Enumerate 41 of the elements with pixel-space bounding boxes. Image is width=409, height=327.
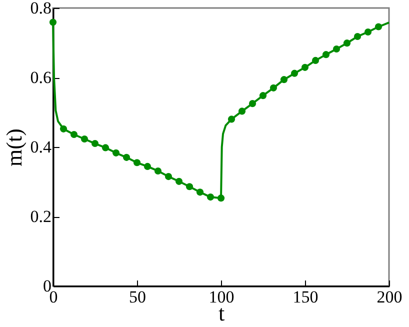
point: [374, 23, 382, 30]
point: [91, 140, 99, 148]
point: [175, 178, 183, 185]
point: [290, 70, 298, 77]
point: [144, 162, 152, 170]
point: [80, 135, 88, 143]
y-tick-label: 0.2: [30, 207, 52, 226]
y-axis-title: m(t): [1, 128, 26, 166]
point: [60, 125, 68, 132]
point: [102, 144, 110, 152]
point: [186, 183, 194, 190]
point: [322, 51, 330, 58]
point: [343, 40, 351, 47]
point: [133, 159, 141, 166]
point: [112, 149, 120, 156]
point: [196, 188, 204, 196]
point: [217, 194, 225, 202]
x-tick-label: 150: [292, 288, 318, 306]
point: [248, 100, 256, 108]
point: [206, 194, 214, 201]
x-tick-label: 50: [129, 288, 146, 306]
point: [154, 167, 162, 175]
point: [332, 45, 340, 53]
point: [301, 64, 309, 71]
point: [70, 130, 78, 138]
point: [259, 92, 267, 100]
point: [270, 84, 278, 92]
point: [238, 108, 246, 115]
y-tick-label: 0.4: [30, 138, 52, 156]
point: [49, 18, 57, 26]
point: [228, 116, 236, 123]
y-tick-label: 0.6: [30, 68, 52, 87]
point: [280, 76, 288, 84]
y-tick-label: 0.8: [30, 0, 52, 18]
point: [354, 32, 362, 40]
point: [312, 56, 320, 64]
point: [164, 173, 172, 180]
point: [122, 154, 130, 161]
point: [364, 28, 372, 36]
x-tick-label: 200: [376, 288, 402, 306]
x-tick-label: 100: [208, 288, 234, 306]
